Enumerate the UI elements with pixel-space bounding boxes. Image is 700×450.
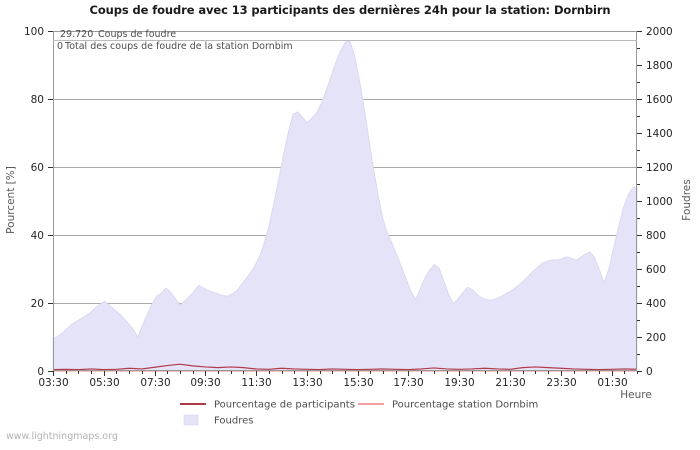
x-tick-label: 13:30 [292,377,322,389]
x-tick-label: 19:30 [444,377,474,389]
legend-label: Foudres [214,416,253,427]
right-tick-label: 1000 [646,196,673,208]
x-tick-label: 09:30 [190,377,220,389]
right-tick-label: 200 [646,332,666,344]
axis-ticks [48,31,642,376]
annotation-total-lightning-value: 29.720 [60,29,93,40]
lightning-area-series [52,39,638,372]
x-tick-label: 11:30 [241,377,271,389]
right-tick-label: 2000 [646,26,673,38]
left-tick-label: 0 [37,366,44,378]
axis-tick-labels: 0204060801000200400600800100012001400160… [24,26,673,389]
right-tick-label: 1400 [646,128,673,140]
x-tick-label: 17:30 [393,377,423,389]
left-tick-label: 60 [31,162,44,174]
legend-label: Pourcentage de participants [214,400,355,411]
right-tick-label: 1600 [646,94,673,106]
right-tick-label: 600 [646,264,666,276]
annotation-station-label: Total des coups de foudre de la station … [64,41,293,52]
right-tick-label: 400 [646,298,666,310]
page-title: Coups de foudre avec 13 participants des… [89,3,611,17]
right-tick-label: 1200 [646,162,673,174]
left-tick-label: 80 [31,94,44,106]
annotation-total-lightning-label: Coups de foudre [98,29,176,40]
x-tick-label: 21:30 [495,377,525,389]
right-tick-label: 1800 [646,60,673,72]
x-tick-label: 23:30 [546,377,576,389]
x-tick-label: 15:30 [343,377,373,389]
left-tick-label: 100 [24,26,44,38]
right-axis-title: Foudres [681,179,693,220]
x-tick-label: 05:30 [89,377,119,389]
legend-swatch [183,414,199,426]
chart-legend: Pourcentage de participants Pourcentage s… [180,400,538,427]
legend-label: Pourcentage station Dornbim [392,400,538,411]
annotation-station-value: 0 [57,41,63,52]
right-tick-label: 800 [646,230,666,242]
left-axis-title: Pourcent [%] [5,166,17,234]
right-tick-label: 0 [646,366,653,378]
left-tick-label: 20 [31,298,44,310]
plot-frame [53,31,637,371]
left-tick-label: 40 [31,230,44,242]
x-tick-label: 07:30 [140,377,170,389]
x-tick-label: 01:30 [597,377,627,389]
x-tick-label: 03:30 [38,377,68,389]
watermark: www.lightningmaps.org [6,431,118,442]
x-axis-title: Heure [620,389,652,401]
annotation-box: 29.720 Coups de foudre 0 Total des coups… [53,29,637,52]
